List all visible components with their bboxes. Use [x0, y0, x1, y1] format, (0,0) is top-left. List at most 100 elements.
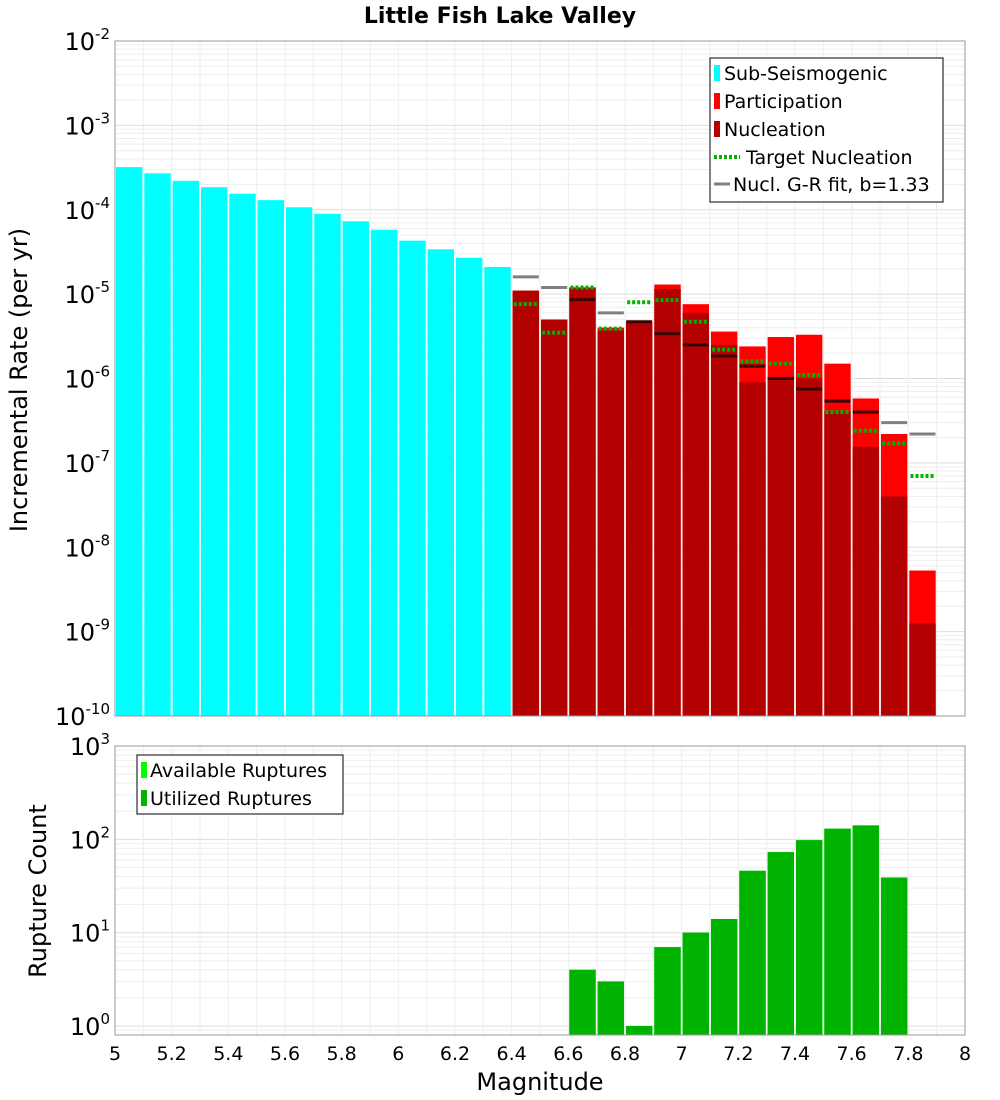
x-tick-label: 5.4 — [213, 1043, 243, 1065]
sub-seismogenic-bar — [399, 240, 426, 717]
rate-legend-box — [709, 57, 944, 203]
nucleation-bar — [597, 330, 625, 716]
gr-fit-marks — [512, 275, 936, 436]
rate-y-tick-label: 10-6 — [64, 363, 110, 394]
sub-seismogenic-bar — [229, 193, 256, 716]
x-tick-label: 5.2 — [157, 1043, 187, 1065]
sub-seismogenic-bar — [172, 180, 200, 716]
x-tick-label: 7.4 — [780, 1043, 810, 1065]
utilized-rupture-bar — [682, 932, 710, 1035]
rate-y-tick-label: 10-8 — [64, 531, 110, 562]
nucleation-bar — [540, 319, 568, 716]
nucleation-bar — [824, 411, 851, 716]
nucleation-bar — [654, 289, 681, 716]
utilized-rupture-bar — [597, 981, 625, 1035]
x-tick-label: 5.6 — [270, 1043, 300, 1065]
x-tick-label: 7.6 — [837, 1043, 867, 1065]
x-tick-label: 6 — [392, 1043, 404, 1065]
utilized-rupture-bar — [767, 852, 795, 1035]
rupture-legend-box — [136, 754, 344, 815]
utilized-rupture-bar — [569, 969, 596, 1035]
rate-y-tick-label: 10-7 — [64, 447, 110, 478]
sub-seismogenic-bar — [484, 266, 511, 716]
utilized-rupture-bar — [852, 825, 880, 1035]
nucleation-bar — [880, 496, 908, 716]
legend-label-available-ruptures: Available Ruptures — [150, 760, 327, 782]
rate-y-tick-label: 10-4 — [64, 194, 110, 225]
target-nucleation-marks — [513, 285, 935, 478]
rate-panel: 10-2 10-3 10-4 10-5 10-6 10-7 10-8 10-9 10-10 In… — [5, 25, 966, 731]
utilized-rupture-bar — [625, 1025, 653, 1035]
x-tick-label: 8 — [959, 1043, 971, 1065]
rate-y-tick-label: 10-3 — [64, 109, 110, 140]
utilized-rupture-bar — [880, 877, 908, 1035]
utilized-rupture-bars — [569, 825, 908, 1035]
rupture-y-tick-label: 100 — [70, 1010, 110, 1041]
rate-y-axis-label: Incremental Rate (per yr) — [5, 228, 33, 532]
nucleation-bars — [512, 287, 936, 716]
nucleation-bar — [739, 382, 766, 716]
sub-seismogenic-bar — [455, 257, 483, 716]
sub-seismogenic-bar — [257, 200, 285, 716]
x-tick-label: 6.4 — [497, 1043, 527, 1065]
utilized-rupture-bar — [739, 870, 766, 1035]
rupture-plot-frame — [114, 745, 966, 1036]
nucleation-bar — [909, 623, 936, 716]
rupture-y-tick-label: 102 — [70, 823, 110, 854]
sub-seismogenic-bar — [200, 187, 228, 716]
legend-label-nucleation: Nucleation — [724, 119, 826, 141]
legend-swatch-sub-seismogenic — [714, 65, 720, 81]
nucleation-bar — [852, 446, 880, 716]
sub-seismogenic-bar — [285, 207, 313, 716]
sub-seismogenic-bar — [314, 214, 341, 717]
rate-y-tick-label: 10-10 — [55, 700, 110, 731]
nucleation-bar — [767, 376, 795, 716]
legend-label-participation: Participation — [724, 91, 843, 113]
nucleation-bar — [569, 287, 596, 716]
rupture-y-axis-label: Rupture Count — [24, 804, 52, 978]
chart-title: Little Fish Lake Valley — [364, 4, 636, 29]
x-axis-label: Magnitude — [476, 1068, 603, 1096]
rate-y-tick-labels: 10-2 10-3 10-4 10-5 10-6 10-7 10-8 10-9 10-10 — [55, 25, 110, 731]
utilized-rupture-bar — [795, 840, 823, 1035]
x-tick-label: 7 — [676, 1043, 688, 1065]
nucleation-bar — [625, 322, 653, 716]
utilized-rupture-bar — [654, 947, 681, 1035]
nucleation-bar — [512, 290, 540, 716]
rate-plot-frame — [114, 40, 966, 717]
x-tick-label: 6.6 — [553, 1043, 583, 1065]
rate-y-tick-label: 10-9 — [64, 616, 110, 647]
legend-swatch-participation — [714, 93, 720, 109]
utilized-rupture-bar — [710, 919, 738, 1035]
legend-label-utilized-ruptures: Utilized Ruptures — [150, 788, 312, 810]
sub-seismogenic-bar — [370, 229, 398, 717]
sub-seismogenic-bar — [144, 173, 171, 716]
x-tick-label: 5.8 — [327, 1043, 357, 1065]
rate-legend: Sub-Seismogenic Participation Nucleation… — [709, 57, 944, 203]
x-tick-label: 6.2 — [440, 1043, 470, 1065]
nucleation-bar — [795, 378, 823, 716]
sub-seismogenic-bars — [115, 167, 511, 717]
rupture-legend: Available Ruptures Utilized Ruptures — [136, 754, 344, 815]
legend-label-target-nucleation: Target Nucleation — [745, 147, 913, 169]
magnitude-x-tick-labels: 5 5.2 5.4 5.6 5.8 6 6.2 6.4 6.6 6.8 7 7.2 7.4 7.6 7.8 8 — [109, 1043, 971, 1065]
legend-swatch-available-ruptures — [141, 762, 147, 778]
legend-label-gr-fit: Nucl. G-R fit, b=1.33 — [733, 174, 930, 196]
utilized-rupture-bar — [824, 828, 851, 1035]
legend-swatch-utilized-ruptures — [141, 790, 147, 806]
x-tick-label: 6.8 — [610, 1043, 640, 1065]
rupture-y-tick-labels: 103 102 101 100 — [70, 730, 110, 1041]
rupture-count-panel: 103 102 101 100 5 5.2 5.4 5.6 5.8 6 6.2 6.4 6.6 6.8 7… — [24, 730, 971, 1096]
sub-seismogenic-bar — [115, 167, 143, 716]
rupture-y-tick-label: 101 — [70, 917, 110, 948]
x-tick-label: 7.2 — [723, 1043, 753, 1065]
sub-seismogenic-bar — [427, 249, 455, 716]
legend-label-sub-seismogenic: Sub-Seismogenic — [724, 63, 888, 85]
legend-swatch-nucleation — [714, 121, 720, 137]
rupture-y-tick-label: 103 — [70, 730, 110, 761]
nucleation-bar — [682, 312, 710, 716]
x-tick-label: 7.8 — [893, 1043, 923, 1065]
rate-y-tick-label: 10-2 — [64, 25, 110, 56]
rate-y-tick-label: 10-5 — [64, 278, 110, 309]
